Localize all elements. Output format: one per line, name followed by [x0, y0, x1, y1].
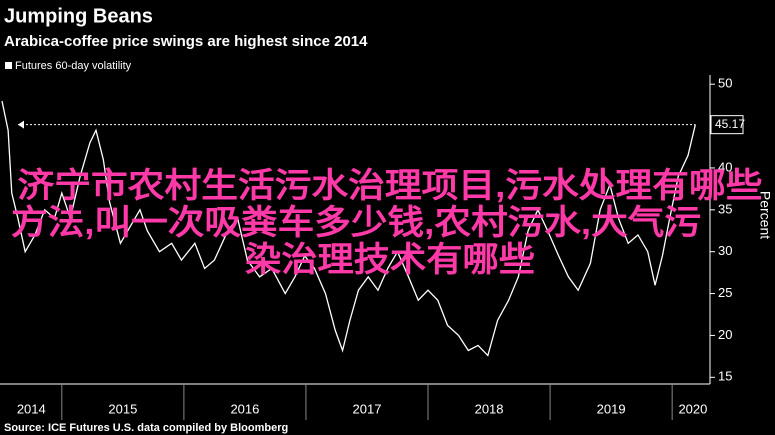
- y-tick-label: 40: [718, 159, 732, 174]
- legend-swatch: [5, 62, 12, 69]
- x-tick-label: 2018: [475, 401, 504, 416]
- last-value-label: 45.17: [715, 117, 745, 131]
- overlay-text: 染治理技术有哪些: [245, 241, 535, 279]
- chart-subtitle: Arabica-coffee price swings are highest …: [4, 33, 368, 50]
- y-tick-label: 30: [718, 243, 732, 258]
- chart-title: Jumping Beans: [4, 5, 153, 27]
- line: [1, 100, 696, 357]
- x-tick-label: 2020: [678, 401, 707, 416]
- y-tick-label: 50: [718, 76, 732, 91]
- x-tick-label: 2014: [17, 401, 46, 416]
- last-value-box: [710, 115, 744, 135]
- y-tick-label: 15: [718, 369, 732, 384]
- x-tick-label: 2016: [230, 401, 259, 416]
- overlay-text: 方法,叫一次吸粪车多少钱,农村污水,大气污: [11, 204, 701, 242]
- last-value-arrow: [18, 120, 24, 129]
- legend-label: Futures 60-day volatility: [15, 60, 132, 72]
- y-tick-label: 25: [718, 285, 732, 300]
- y-tick-label: 35: [718, 201, 732, 216]
- x-tick-label: 2015: [108, 401, 137, 416]
- overlay-text: 济宁市农村生活污水治理项目,污水处理有哪些: [18, 166, 763, 205]
- x-tick-label: 2017: [353, 401, 382, 416]
- x-tick-label: 2019: [597, 401, 626, 416]
- source: Source: ICE Futures U.S. data compiled b…: [4, 422, 288, 434]
- y-tick-label: 20: [718, 327, 732, 342]
- y-axis-label: Percent: [757, 191, 773, 239]
